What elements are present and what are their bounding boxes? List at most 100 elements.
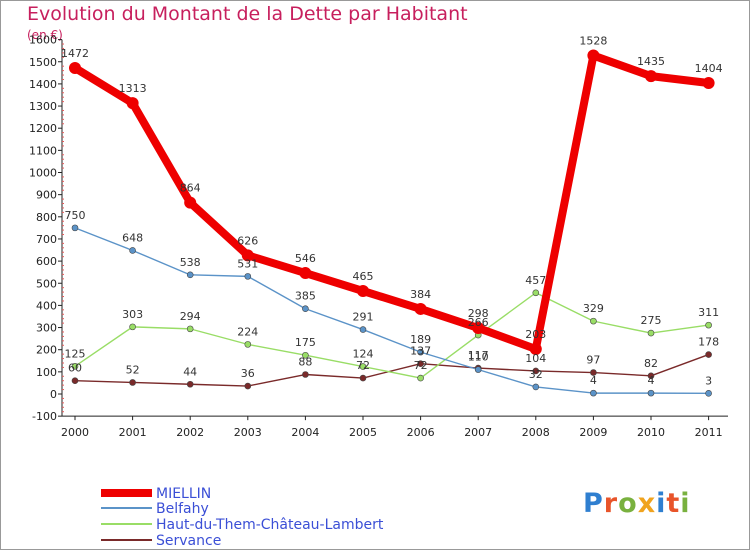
data-label: 864 bbox=[180, 182, 201, 195]
data-label: 4 bbox=[590, 374, 597, 387]
logo-letter: o bbox=[618, 488, 638, 519]
y-tick-label: 900 bbox=[36, 189, 57, 202]
data-label: 4 bbox=[648, 374, 655, 387]
series-servance bbox=[71, 351, 712, 390]
data-label: 224 bbox=[237, 325, 258, 338]
data-label: 303 bbox=[122, 308, 143, 321]
data-point bbox=[590, 389, 597, 397]
data-label: 1472 bbox=[61, 47, 89, 60]
data-point bbox=[129, 379, 136, 386]
legend-label: Servance bbox=[156, 533, 221, 549]
x-tick-label: 2007 bbox=[464, 426, 492, 439]
data-label: 1528 bbox=[579, 35, 607, 48]
legend-item: Belfahy bbox=[101, 501, 209, 517]
data-label: 32 bbox=[529, 368, 543, 381]
data-point bbox=[302, 305, 309, 313]
data-label: 531 bbox=[237, 257, 258, 270]
x-tick-label: 2001 bbox=[119, 426, 147, 439]
x-tick-label: 2011 bbox=[695, 426, 723, 439]
data-point bbox=[532, 383, 540, 391]
data-point bbox=[69, 61, 81, 74]
data-point bbox=[590, 369, 597, 376]
y-tick-label: 1100 bbox=[29, 144, 57, 157]
data-point bbox=[186, 380, 194, 388]
data-label: 294 bbox=[180, 310, 201, 323]
data-label: 97 bbox=[586, 354, 600, 367]
data-label: 88 bbox=[298, 356, 312, 369]
data-point bbox=[647, 389, 655, 397]
data-point bbox=[417, 360, 424, 367]
y-tick-label: 600 bbox=[36, 255, 57, 268]
data-label: 538 bbox=[180, 256, 201, 269]
y-tick-label: -100 bbox=[32, 410, 57, 423]
data-label: 648 bbox=[122, 231, 143, 244]
series-belfahy bbox=[71, 224, 712, 397]
data-label: 175 bbox=[295, 336, 316, 349]
series-line bbox=[74, 227, 709, 395]
y-tick-label: 1000 bbox=[29, 167, 57, 180]
data-point bbox=[417, 348, 424, 356]
data-label: 750 bbox=[65, 209, 86, 222]
data-label: 546 bbox=[295, 252, 316, 265]
data-label: 82 bbox=[644, 357, 658, 370]
data-point bbox=[357, 285, 369, 298]
data-point bbox=[702, 77, 715, 90]
data-label: 125 bbox=[65, 347, 86, 360]
y-tick-label: 1200 bbox=[29, 122, 57, 135]
data-labels: 1472 1313 864 626 546 465 384 298 203 1528 1435 140… bbox=[61, 35, 723, 388]
y-tick-label: 0 bbox=[50, 388, 57, 401]
data-point bbox=[532, 289, 540, 297]
data-point bbox=[647, 329, 655, 337]
data-label: 203 bbox=[525, 328, 546, 341]
data-label: 72 bbox=[414, 359, 428, 372]
y-tick-label: 200 bbox=[36, 344, 57, 357]
y-tick-label: 1300 bbox=[29, 100, 57, 113]
data-point bbox=[472, 321, 485, 334]
data-label: 1404 bbox=[695, 62, 723, 75]
data-point bbox=[359, 363, 367, 370]
legend-label: Haut-du-Them-Château-Lambert bbox=[156, 517, 384, 533]
y-tick-label: 1500 bbox=[29, 56, 57, 69]
data-point bbox=[474, 366, 482, 373]
data-point bbox=[302, 351, 309, 359]
data-label: 266 bbox=[468, 316, 489, 329]
x-tick-label: 2002 bbox=[176, 426, 204, 439]
data-point bbox=[705, 321, 712, 329]
data-label: 3 bbox=[705, 374, 712, 387]
data-label: 178 bbox=[698, 336, 719, 349]
data-label: 384 bbox=[410, 288, 431, 301]
x-tick-label: 2009 bbox=[579, 426, 607, 439]
data-label: 36 bbox=[241, 367, 255, 380]
logo-letter: t bbox=[666, 488, 681, 519]
series-line bbox=[72, 51, 710, 354]
x-tick-label: 2008 bbox=[522, 426, 550, 439]
data-point bbox=[244, 341, 252, 348]
legend-item: MIELLIN bbox=[101, 486, 211, 502]
data-point bbox=[244, 273, 252, 280]
data-point bbox=[359, 374, 367, 382]
data-label: 311 bbox=[698, 306, 719, 319]
x-tick-label: 2006 bbox=[407, 426, 435, 439]
data-point bbox=[126, 97, 139, 110]
logo-letter: r bbox=[603, 488, 619, 519]
legend-label: Belfahy bbox=[156, 501, 209, 517]
data-label: 137 bbox=[410, 345, 431, 358]
data-point bbox=[414, 302, 427, 315]
data-label: 110 bbox=[468, 351, 489, 364]
data-point bbox=[71, 377, 79, 385]
data-label: 124 bbox=[353, 348, 374, 361]
y-tick-label: 100 bbox=[36, 366, 57, 379]
data-point bbox=[129, 247, 136, 254]
data-point bbox=[645, 70, 657, 83]
data-label: 104 bbox=[525, 352, 546, 365]
y-tick-label: 400 bbox=[36, 299, 57, 312]
logo-letter: P bbox=[583, 488, 604, 519]
data-point bbox=[705, 351, 712, 358]
data-label: 275 bbox=[641, 314, 662, 327]
axes: -100 0 100 200 300 400 500 600 700 800 900 1000 1100… bbox=[29, 34, 728, 439]
data-point bbox=[71, 363, 79, 370]
data-label: 52 bbox=[126, 363, 140, 376]
x-tick-label: 2010 bbox=[637, 426, 665, 439]
